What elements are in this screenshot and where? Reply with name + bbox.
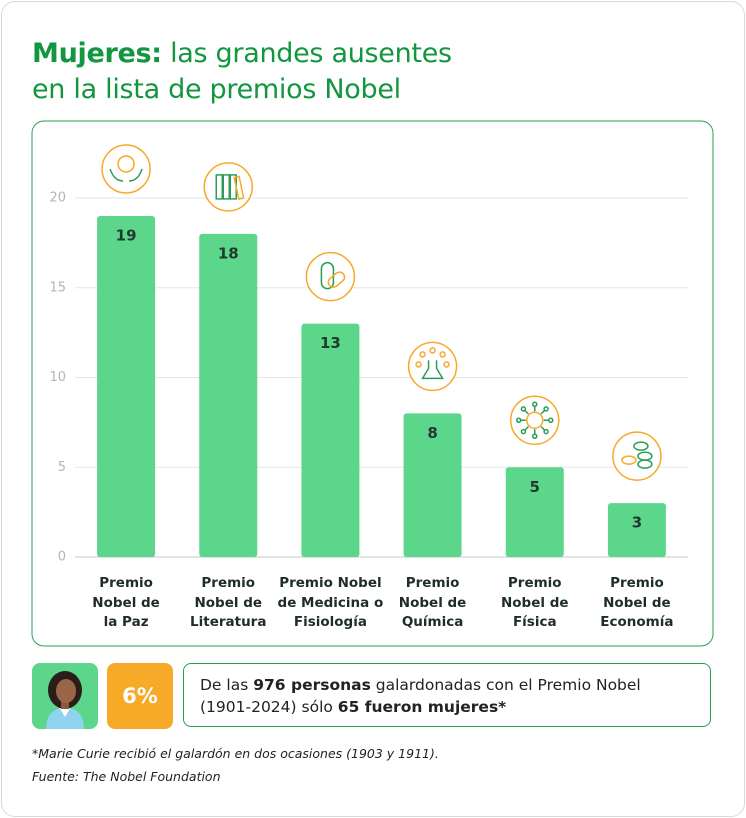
icon-part	[543, 428, 549, 435]
icon	[407, 341, 458, 392]
bar	[505, 467, 564, 557]
icon-part	[421, 360, 444, 380]
title-bold: Mujeres:	[32, 38, 162, 69]
chart: 0 5 10 15 20 19 18 13 8 5 3	[31, 120, 714, 647]
title-text: en la lista de premios Nobel	[32, 74, 401, 105]
text: De las	[200, 676, 249, 694]
y-tick-label: 20	[49, 191, 66, 206]
icon-part	[109, 168, 143, 182]
icon-part	[637, 459, 653, 469]
icon-part	[439, 351, 446, 358]
icon-circle	[612, 431, 662, 481]
bar	[607, 503, 666, 557]
chart-frame	[31, 120, 714, 647]
icon-circle	[510, 395, 560, 445]
x-tick-label: Premio Nobel de Física	[500, 575, 569, 630]
icon-part	[633, 441, 649, 451]
icon-part	[540, 409, 546, 415]
icon	[510, 395, 560, 445]
value-label: 5	[530, 478, 540, 496]
icon	[305, 251, 356, 302]
icon-part	[524, 409, 529, 415]
icon-circle	[305, 251, 356, 302]
icon	[612, 431, 662, 481]
icon-part	[621, 455, 637, 465]
icon-circle	[101, 144, 151, 194]
y-tick-label: 15	[49, 280, 66, 295]
bar	[97, 215, 156, 557]
x-tick-label: Premio Nobel de la Paz	[92, 575, 160, 630]
y-tick-label: 5	[58, 460, 66, 475]
icon-part	[520, 428, 527, 435]
icon	[101, 144, 151, 194]
stat-text: De las 976 personas galardonadas con el …	[183, 663, 711, 727]
x-tick-label: Premio Nobel de Medicina o Fisiología	[277, 575, 384, 630]
bar	[403, 413, 462, 557]
icon-circle	[407, 341, 458, 392]
icon-part	[532, 401, 538, 407]
icon-part	[540, 426, 546, 431]
icon-part	[524, 426, 529, 431]
icon-part	[516, 417, 522, 423]
icon-part	[117, 155, 135, 173]
icon-part	[419, 351, 426, 358]
value-label: 19	[116, 226, 137, 244]
y-tick-label: 0	[58, 550, 66, 565]
text: galardonadas con el Premio Nobel (1901-2…	[200, 676, 641, 716]
icon-part	[526, 411, 544, 429]
x-tick-label: Premio Nobel de Literatura	[190, 575, 267, 630]
footnote: *Marie Curie recibió el galardón en dos …	[32, 746, 439, 761]
value-label: 3	[632, 514, 642, 532]
value-label: 8	[427, 424, 437, 442]
y-tick-label: 10	[49, 370, 66, 385]
icon-part	[520, 406, 527, 412]
title: Mujeres: las grandes ausentes en la lista…	[32, 36, 452, 108]
footnote: Fuente: The Nobel Foundation	[32, 769, 221, 784]
icon-circle	[203, 162, 253, 212]
icon-part	[233, 175, 245, 200]
icon-part	[443, 361, 450, 368]
badge: 6%	[107, 663, 173, 729]
icon-part	[532, 433, 538, 439]
icon-part	[543, 406, 549, 412]
icon-part	[415, 361, 422, 368]
icon-part	[548, 417, 554, 423]
value-label: 13	[320, 334, 341, 352]
bar	[301, 323, 360, 557]
text-bold: 976 personas	[253, 676, 371, 694]
x-tick-label: Premio Nobel de Economía	[600, 575, 674, 630]
value-label: 18	[218, 244, 239, 262]
bar	[199, 233, 258, 557]
icon-part	[222, 174, 230, 200]
icon	[203, 162, 253, 212]
text-bold: 65 fueron mujeres*	[337, 698, 507, 716]
title-text: las grandes ausentes	[170, 38, 452, 69]
icon-part	[429, 347, 436, 354]
icon-part	[327, 271, 346, 288]
x-tick-label: Premio Nobel de Química	[398, 575, 467, 630]
icon-part	[215, 174, 223, 200]
avatar	[32, 663, 98, 729]
